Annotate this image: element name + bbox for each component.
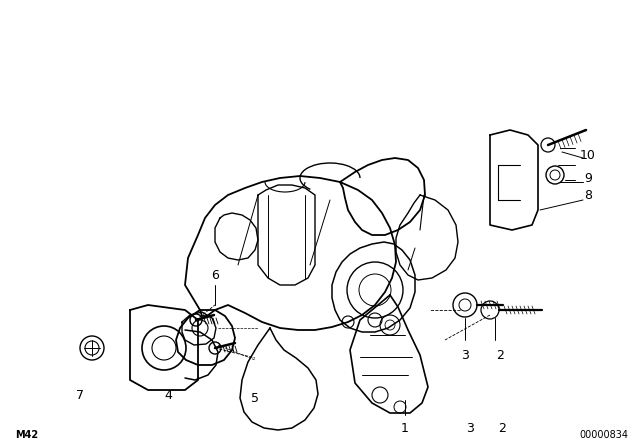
Text: 5: 5 [251,392,259,405]
Text: 2: 2 [498,422,506,435]
Text: 7: 7 [76,388,84,401]
Text: 8: 8 [584,189,592,202]
Text: 6: 6 [211,268,219,281]
Text: M42: M42 [15,430,38,440]
Text: 00000834: 00000834 [579,430,628,440]
Text: 10: 10 [580,148,596,161]
Text: 2: 2 [496,349,504,362]
Text: 3: 3 [466,422,474,435]
Text: 3: 3 [461,349,469,362]
Text: 4: 4 [164,388,172,401]
Text: 1: 1 [401,422,409,435]
Text: 9: 9 [584,172,592,185]
